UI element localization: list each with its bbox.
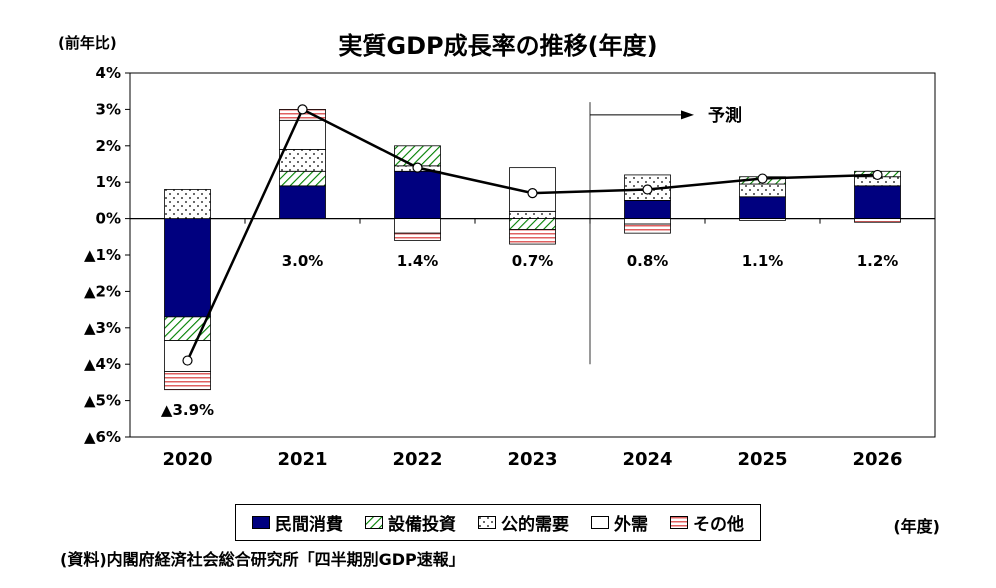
value-label-2025: 1.1% — [742, 252, 784, 270]
y-tick-label: ▲5% — [84, 392, 121, 410]
bar-segment-private-consumption — [279, 185, 326, 219]
line-marker-2023 — [527, 188, 538, 199]
y-tick-label: 2% — [96, 137, 121, 155]
chart-legend: 民間消費 設備投資 公的需要 外需 その他 — [235, 504, 761, 541]
y-tick-label: 0% — [96, 210, 121, 228]
legend-swatch-public-demand — [478, 516, 496, 529]
value-label-2020: ▲3.9% — [161, 401, 214, 419]
line-marker-2021 — [297, 104, 308, 115]
bar-segment-capital-investment — [509, 218, 556, 230]
bar-segment-others — [394, 232, 441, 241]
legend-label-others: その他 — [693, 515, 744, 535]
bar-segment-capital-investment — [164, 316, 211, 341]
value-label-2023: 0.7% — [512, 252, 554, 270]
bar-segment-external-demand — [394, 218, 441, 234]
line-marker-2020 — [182, 355, 193, 366]
bar-segment-capital-investment — [279, 170, 326, 187]
y-tick-label: ▲4% — [84, 355, 121, 373]
chart-title: 実質GDP成長率の推移(年度) — [338, 32, 658, 60]
legend-item-capital-investment: 設備投資 — [365, 510, 456, 535]
bar-segment-others — [739, 218, 786, 221]
source-note: (資料)内閣府経済社会総合研究所「四半期別GDP速報」 — [60, 550, 465, 569]
legend-label-capital-investment: 設備投資 — [388, 515, 456, 535]
bar-segment-others — [509, 229, 556, 245]
legend-swatch-private-consumption — [252, 516, 270, 529]
forecast-label: 予測 — [708, 105, 742, 126]
y-tick-label: 4% — [96, 64, 121, 82]
x-axis-unit-label: (年度) — [893, 517, 940, 536]
legend-item-private-consumption: 民間消費 — [252, 510, 343, 535]
x-axis-label-2023: 2023 — [507, 449, 557, 470]
bar-segment-public-demand — [739, 183, 786, 198]
bar-segment-external-demand — [509, 167, 556, 212]
bar-segment-private-consumption — [394, 170, 441, 219]
bar-segment-private-consumption — [854, 185, 901, 219]
x-axis-label-2022: 2022 — [392, 449, 442, 470]
line-marker-2025 — [757, 173, 768, 184]
bar-segment-public-demand — [279, 149, 326, 172]
value-label-2026: 1.2% — [857, 252, 899, 270]
bar-segment-others — [624, 223, 671, 234]
bar-segment-private-consumption — [164, 218, 211, 318]
line-marker-2026 — [872, 169, 883, 181]
x-axis-label-2026: 2026 — [852, 449, 902, 470]
legend-label-public-demand: 公的需要 — [501, 515, 569, 535]
y-tick-label: ▲2% — [84, 282, 121, 300]
y-tick-label: ▲6% — [84, 428, 121, 446]
x-axis-label-2025: 2025 — [737, 449, 787, 470]
legend-label-private-consumption: 民間消費 — [275, 515, 343, 535]
forecast-arrowhead — [681, 110, 694, 120]
y-tick-label: 3% — [96, 100, 121, 118]
bar-segment-private-consumption — [739, 196, 786, 219]
legend-label-external-demand: 外需 — [614, 515, 648, 535]
bar-segment-others — [854, 218, 901, 223]
legend-item-others: その他 — [670, 510, 744, 535]
bar-segment-external-demand — [624, 218, 671, 225]
legend-swatch-others — [670, 516, 688, 529]
legend-item-external-demand: 外需 — [591, 510, 648, 535]
value-label-2021: 3.0% — [282, 252, 324, 270]
value-label-2022: 1.4% — [397, 252, 439, 270]
legend-item-public-demand: 公的需要 — [478, 510, 569, 535]
y-tick-label: ▲3% — [84, 319, 121, 337]
y-axis-unit-label: (前年比) — [58, 34, 117, 52]
legend-swatch-capital-investment — [365, 516, 383, 529]
y-tick-label: 1% — [96, 173, 121, 191]
x-axis-label-2024: 2024 — [622, 449, 672, 470]
x-axis-label-2021: 2021 — [277, 449, 327, 470]
line-marker-2024 — [642, 184, 653, 195]
bar-segment-private-consumption — [624, 199, 671, 219]
gdp-chart-canvas: 4% 3% 2% 1% 0% ▲1% ▲2% ▲3% ▲4% ▲5% ▲6% 予測 ▲3.9% 3.0% 1… — [84, 64, 936, 470]
value-label-2024: 0.8% — [627, 252, 669, 270]
y-tick-label: ▲1% — [84, 246, 121, 264]
legend-swatch-external-demand — [591, 516, 609, 529]
bar-segment-public-demand — [509, 210, 556, 220]
x-axis-label-2020: 2020 — [162, 449, 212, 470]
line-marker-2022 — [412, 162, 423, 173]
bar-segment-others — [164, 371, 211, 391]
bar-segment-public-demand — [164, 189, 211, 219]
